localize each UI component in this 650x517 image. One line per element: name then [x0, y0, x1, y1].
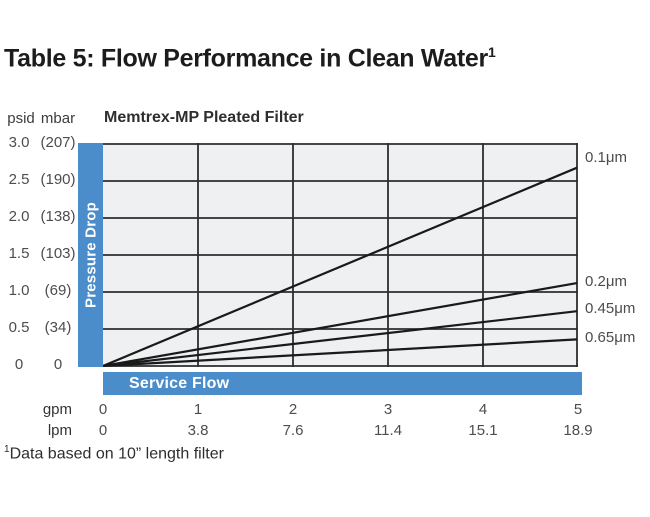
- footnote-text: Data based on 10” length filter: [9, 445, 224, 463]
- x-tick-lpm: 18.9: [563, 422, 593, 439]
- y-tick-row: 0.5 (34): [0, 319, 78, 337]
- series-line-0.1um: [103, 166, 578, 367]
- series-line-0.65um: [103, 338, 578, 367]
- y-tick-row: 2.5 (190): [0, 171, 78, 189]
- y-tick-row: 1.5 (103): [0, 245, 78, 263]
- footnote-superscript: 1: [4, 444, 10, 455]
- series-line-0.45um: [103, 310, 578, 367]
- y-axis-title: Pressure Drop: [82, 202, 99, 308]
- x-tick-gpm: 2: [288, 401, 298, 418]
- y-tick-mbar: (138): [40, 208, 76, 225]
- y-tick-mbar: (190): [40, 171, 76, 188]
- y-tick-psid: 1.5: [8, 245, 30, 262]
- chart-subtitle: Memtrex-MP Pleated Filter: [104, 109, 304, 126]
- y-tick-psid: 2.5: [8, 171, 30, 188]
- x-tick-lpm: 15.1: [468, 422, 498, 439]
- plot-area: [103, 143, 578, 367]
- x-axis-unit-lpm: lpm: [47, 422, 72, 439]
- x-tick-gpm: 0: [98, 401, 108, 418]
- y-tick-mbar: (103): [40, 245, 76, 262]
- y-axis-unit-psid: psid: [7, 110, 35, 127]
- series-label-0.2um: 0.2μm: [585, 273, 627, 290]
- y-tick-row: 2.0 (138): [0, 208, 78, 226]
- footnote: 1Data based on 10” length filter: [4, 444, 224, 463]
- pressure-drop-axis-bar: Pressure Drop: [78, 143, 103, 367]
- x-tick-gpm: 3: [383, 401, 393, 418]
- y-tick-row: 3.0 (207): [0, 134, 78, 152]
- series-label-0.65um: 0.65μm: [585, 329, 636, 346]
- series-label-0.1um: 0.1μm: [585, 149, 627, 166]
- x-tick-lpm: 7.6: [282, 422, 304, 439]
- y-tick-psid: 0: [14, 356, 24, 373]
- page-title: Table 5: Flow Performance in Clean Water…: [4, 44, 496, 73]
- chart-canvas: [103, 143, 578, 367]
- x-tick-row-lpm: lpm 0 3.8 7.6 11.4 15.1 18.9: [0, 422, 650, 440]
- x-tick-lpm: 11.4: [373, 422, 403, 439]
- series-label-0.45um: 0.45μm: [585, 300, 636, 317]
- x-tick-row-gpm: gpm 0 1 2 3 4 5: [0, 401, 650, 419]
- y-tick-psid: 3.0: [8, 134, 30, 151]
- x-axis-unit-gpm: gpm: [42, 401, 72, 418]
- x-tick-lpm: 3.8: [187, 422, 209, 439]
- y-tick-mbar: 0: [53, 356, 63, 373]
- x-tick-gpm: 4: [478, 401, 488, 418]
- service-flow-axis-bar: Service Flow: [103, 372, 582, 395]
- y-tick-row: 1.0 (69): [0, 282, 78, 300]
- y-tick-mbar: (34): [44, 319, 72, 336]
- x-tick-lpm: 0: [98, 422, 108, 439]
- y-tick-mbar: (207): [40, 134, 76, 151]
- page-title-text: Table 5: Flow Performance in Clean Water: [4, 44, 488, 73]
- y-tick-mbar: (69): [44, 282, 72, 299]
- x-axis-title: Service Flow: [129, 375, 230, 392]
- y-tick-psid: 1.0: [8, 282, 30, 299]
- x-tick-gpm: 5: [573, 401, 583, 418]
- y-tick-row: 0 0: [0, 356, 78, 374]
- x-tick-gpm: 1: [193, 401, 203, 418]
- page-title-superscript: 1: [487, 44, 496, 60]
- y-axis-unit-mbar: mbar: [40, 110, 76, 127]
- y-tick-psid: 2.0: [8, 208, 30, 225]
- y-tick-psid: 0.5: [8, 319, 30, 336]
- series-line-0.2um: [103, 282, 578, 367]
